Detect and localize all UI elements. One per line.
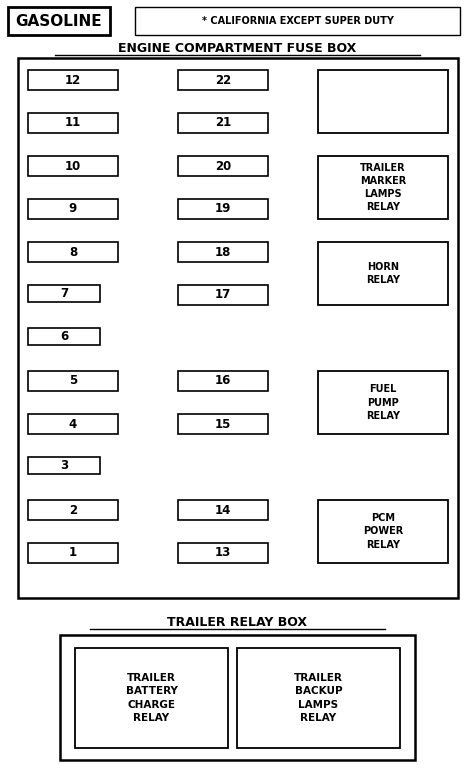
Text: GASOLINE: GASOLINE bbox=[16, 13, 102, 29]
Text: 17: 17 bbox=[215, 288, 231, 301]
Bar bbox=[178, 156, 268, 176]
Bar bbox=[178, 543, 268, 563]
Bar bbox=[178, 500, 268, 520]
Bar bbox=[237, 648, 400, 748]
Text: ENGINE COMPARTMENT FUSE BOX: ENGINE COMPARTMENT FUSE BOX bbox=[118, 42, 356, 55]
Bar bbox=[178, 285, 268, 305]
Bar bbox=[135, 7, 460, 35]
Bar bbox=[28, 113, 118, 133]
Bar bbox=[18, 58, 458, 598]
Bar bbox=[318, 70, 448, 133]
Text: 20: 20 bbox=[215, 159, 231, 172]
Text: 15: 15 bbox=[215, 417, 231, 431]
Bar bbox=[318, 500, 448, 563]
Bar bbox=[318, 156, 448, 219]
Bar bbox=[178, 371, 268, 391]
Bar bbox=[28, 371, 118, 391]
Text: 2: 2 bbox=[69, 503, 77, 516]
Bar bbox=[318, 371, 448, 434]
Text: 7: 7 bbox=[60, 287, 68, 300]
Bar bbox=[28, 500, 118, 520]
Bar bbox=[28, 156, 118, 176]
Text: 21: 21 bbox=[215, 117, 231, 130]
Bar bbox=[178, 70, 268, 90]
Text: 19: 19 bbox=[215, 203, 231, 216]
Text: 9: 9 bbox=[69, 203, 77, 216]
Bar bbox=[28, 199, 118, 219]
Bar bbox=[60, 635, 415, 760]
Text: TRAILER
BATTERY
CHARGE
RELAY: TRAILER BATTERY CHARGE RELAY bbox=[126, 673, 177, 723]
Text: * CALIFORNIA EXCEPT SUPER DUTY: * CALIFORNIA EXCEPT SUPER DUTY bbox=[201, 16, 393, 26]
Bar bbox=[178, 199, 268, 219]
Text: 8: 8 bbox=[69, 246, 77, 258]
Bar bbox=[178, 242, 268, 262]
Text: 6: 6 bbox=[60, 330, 68, 343]
Text: 11: 11 bbox=[65, 117, 81, 130]
Text: TRAILER
MARKER
LAMPS
RELAY: TRAILER MARKER LAMPS RELAY bbox=[360, 162, 406, 213]
Text: HORN
RELAY: HORN RELAY bbox=[366, 262, 400, 285]
Bar bbox=[8, 7, 110, 35]
Bar bbox=[28, 328, 100, 345]
Text: FUEL
PUMP
RELAY: FUEL PUMP RELAY bbox=[366, 384, 400, 421]
Text: 22: 22 bbox=[215, 73, 231, 87]
Text: 4: 4 bbox=[69, 417, 77, 431]
Bar bbox=[318, 242, 448, 305]
Text: TRAILER
BACKUP
LAMPS
RELAY: TRAILER BACKUP LAMPS RELAY bbox=[294, 673, 343, 723]
Bar bbox=[28, 242, 118, 262]
Bar bbox=[28, 285, 100, 302]
Text: 5: 5 bbox=[69, 374, 77, 387]
Bar bbox=[28, 543, 118, 563]
Text: 13: 13 bbox=[215, 547, 231, 560]
Text: 10: 10 bbox=[65, 159, 81, 172]
Bar bbox=[178, 113, 268, 133]
Text: 1: 1 bbox=[69, 547, 77, 560]
Text: 18: 18 bbox=[215, 246, 231, 258]
Text: 12: 12 bbox=[65, 73, 81, 87]
Text: 14: 14 bbox=[215, 503, 231, 516]
Bar bbox=[75, 648, 228, 748]
Text: 16: 16 bbox=[215, 374, 231, 387]
Bar bbox=[28, 414, 118, 434]
Bar bbox=[28, 70, 118, 90]
Bar bbox=[178, 414, 268, 434]
Text: PCM
POWER
RELAY: PCM POWER RELAY bbox=[363, 513, 403, 550]
Text: TRAILER RELAY BOX: TRAILER RELAY BOX bbox=[167, 615, 307, 628]
Bar bbox=[28, 457, 100, 474]
Text: 3: 3 bbox=[60, 459, 68, 472]
